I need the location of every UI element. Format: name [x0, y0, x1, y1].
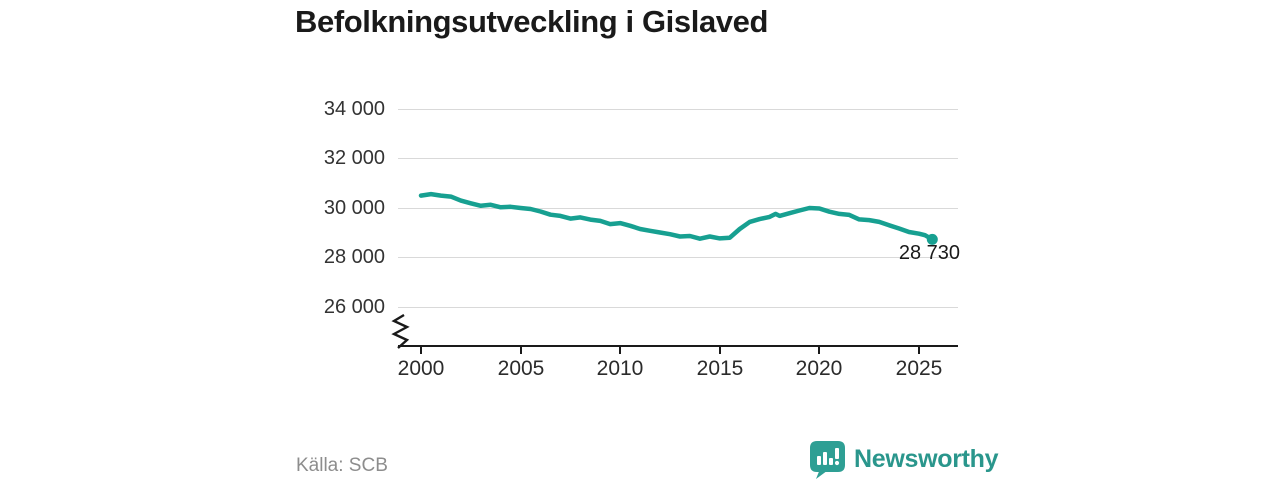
x-axis-tick-label: 2020	[795, 357, 843, 380]
y-axis-tick-label: 34 000	[323, 98, 385, 120]
gridline	[398, 208, 958, 209]
x-axis-tick-label: 2005	[497, 357, 545, 380]
line-end-dot	[926, 233, 938, 245]
x-axis-tick-label: 2010	[596, 357, 644, 380]
x-axis-line	[398, 345, 958, 347]
x-axis-tick	[818, 347, 820, 354]
page-title: Befolkningsutveckling i Gislaved	[295, 4, 768, 39]
x-axis-tick	[619, 347, 621, 354]
x-axis-tick	[520, 347, 522, 354]
x-axis-tick-label: 2025	[895, 357, 943, 380]
gridline	[398, 307, 958, 308]
gridline	[398, 109, 958, 110]
population-line	[418, 191, 938, 245]
x-axis-tick-label: 2000	[397, 357, 445, 380]
y-axis-tick-label: 28 000	[323, 246, 385, 268]
gridline	[398, 257, 958, 258]
brand-logo-link[interactable]: Newsworthy	[809, 440, 999, 479]
gridline	[398, 158, 958, 159]
brand-name: Newsworthy	[854, 445, 999, 473]
end-value-label: 28 730	[898, 242, 960, 264]
axis-break-icon	[391, 314, 410, 349]
population-line-path	[418, 191, 935, 242]
x-axis-tick	[918, 347, 920, 354]
y-axis-tick-label: 30 000	[323, 197, 385, 219]
x-axis-tick-label: 2015	[696, 357, 744, 380]
x-axis-tick	[420, 347, 422, 354]
x-axis-tick	[719, 347, 721, 354]
y-axis-tick-label: 26 000	[323, 296, 385, 318]
y-axis-tick-label: 32 000	[323, 147, 385, 169]
newsworthy-icon	[810, 441, 845, 479]
source-note: Källa: SCB	[296, 455, 388, 476]
